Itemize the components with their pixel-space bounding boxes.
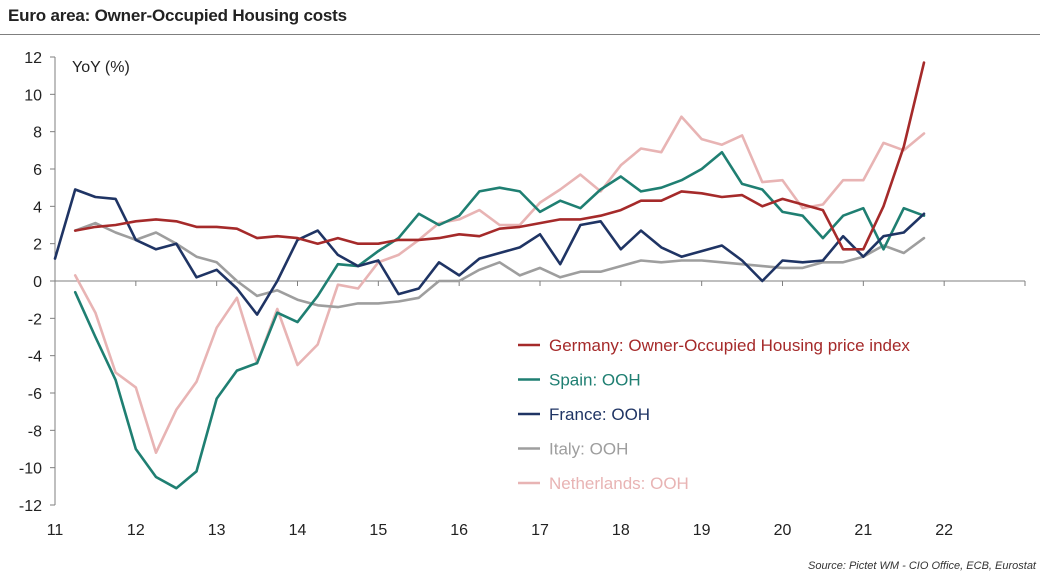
y-tick-label: -8 xyxy=(28,423,42,440)
legend: Germany: Owner-Occupied Housing price in… xyxy=(518,336,910,493)
legend-label: Spain: OOH xyxy=(549,371,641,390)
legend-label: Italy: OOH xyxy=(549,440,628,459)
y-axis-label: YoY (%) xyxy=(72,59,130,76)
x-tick-label: 18 xyxy=(612,522,630,539)
x-tick-label: 20 xyxy=(774,522,792,539)
x-tick-label: 21 xyxy=(854,522,872,539)
series-line-netherlands xyxy=(73,115,926,455)
y-tick-label: 0 xyxy=(33,274,42,291)
series-line-germany xyxy=(73,61,926,251)
legend-label: France: OOH xyxy=(549,405,650,424)
x-tick-label: 16 xyxy=(450,522,468,539)
y-tick-label: 8 xyxy=(33,125,42,142)
x-tick-label: 14 xyxy=(289,522,307,539)
x-tick-label: 22 xyxy=(935,522,953,539)
series-line-france xyxy=(53,188,926,316)
y-tick-label: -4 xyxy=(28,349,42,366)
series-line-spain xyxy=(73,150,926,490)
title-divider xyxy=(0,34,1040,35)
legend-label: Germany: Owner-Occupied Housing price in… xyxy=(549,336,910,355)
legend-label: Netherlands: OOH xyxy=(549,474,689,493)
y-tick-label: 4 xyxy=(33,199,42,216)
series-lines xyxy=(53,61,926,490)
y-tick-label: -12 xyxy=(19,498,42,515)
y-tick-label: -2 xyxy=(28,311,42,328)
y-tick-label: 10 xyxy=(24,87,42,104)
y-tick-label: 2 xyxy=(33,237,42,254)
y-tick-label: -10 xyxy=(19,461,42,478)
source-note: Source: Pictet WM - CIO Office, ECB, Eur… xyxy=(807,560,1036,572)
x-tick-label: 15 xyxy=(369,522,387,539)
y-tick-label: -6 xyxy=(28,386,42,403)
series-line-italy xyxy=(73,221,926,309)
y-tick-label: 6 xyxy=(33,162,42,179)
x-tick-label: 17 xyxy=(531,522,549,539)
x-tick-label: 13 xyxy=(208,522,226,539)
x-tick-label: 12 xyxy=(127,522,145,539)
y-tick-label: 12 xyxy=(24,50,42,67)
chart-title: Euro area: Owner-Occupied Housing costs xyxy=(8,6,347,25)
x-tick-label: 11 xyxy=(47,522,64,539)
x-tick-label: 19 xyxy=(693,522,711,539)
